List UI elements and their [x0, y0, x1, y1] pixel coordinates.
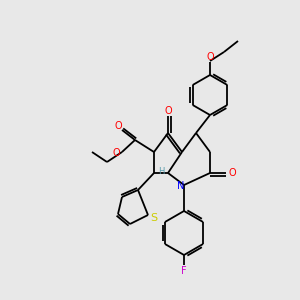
Text: O: O	[164, 106, 172, 116]
Text: H: H	[158, 167, 164, 176]
Text: O: O	[112, 148, 120, 158]
Text: F: F	[181, 266, 187, 276]
Text: O: O	[114, 121, 122, 131]
Text: S: S	[150, 213, 158, 223]
Text: N: N	[177, 181, 185, 191]
Text: O: O	[228, 168, 236, 178]
Text: O: O	[206, 52, 214, 62]
